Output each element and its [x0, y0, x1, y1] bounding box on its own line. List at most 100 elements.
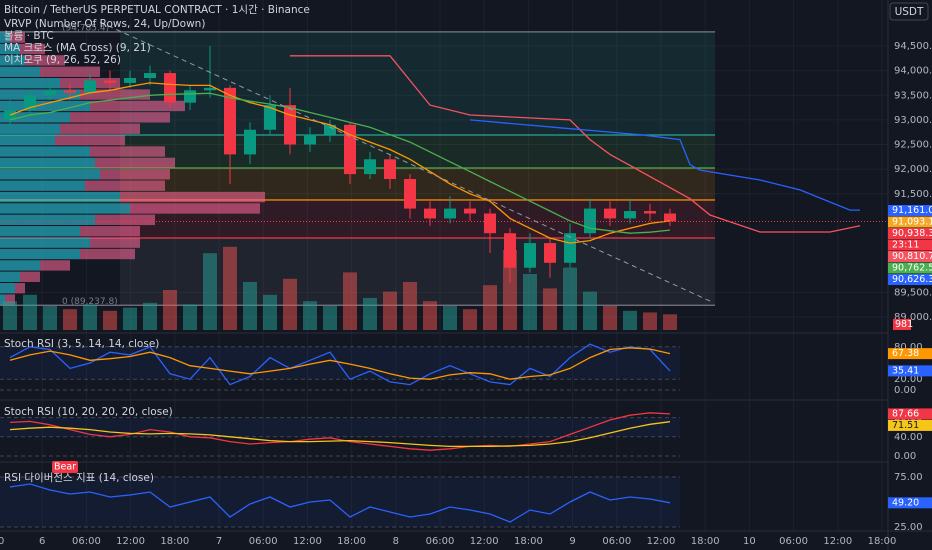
vrvp-down [130, 203, 260, 214]
candle-body [664, 213, 676, 222]
pane-title: Stoch RSI (3, 5, 14, 14, close) [4, 338, 159, 350]
vrvp-up [0, 237, 90, 248]
vrvp-down [15, 282, 25, 294]
candle-body [604, 208, 616, 219]
price-tag-bg [888, 274, 932, 286]
vrvp-down [80, 248, 135, 260]
candle-body [124, 78, 136, 83]
fib-label: 0 (89,237.8) [62, 297, 118, 307]
volume-bar [303, 301, 317, 330]
band [0, 417, 680, 437]
time-tick-label: 9 [569, 536, 575, 547]
candle-body [424, 208, 436, 219]
y-tick-label: 94,500.0 [894, 41, 932, 52]
band [0, 477, 680, 527]
candle-body [464, 208, 476, 214]
price-tag: 35.41 [892, 365, 919, 376]
time-tick-label: 18:00 [160, 536, 189, 547]
vrvp-up [0, 123, 60, 134]
trend-line [99, 21, 713, 303]
vrvp-up [0, 134, 55, 146]
price-tag-bg [888, 251, 932, 263]
price-tag-bg [888, 348, 932, 360]
time-tick-label: 18:00 [868, 536, 897, 547]
candle-body [284, 105, 296, 145]
price-tag: 90,626.3 [892, 274, 932, 285]
candle-body [404, 179, 416, 209]
y-tick-label: 89,000.0 [894, 312, 932, 323]
price-tag-bg [888, 365, 932, 377]
vrvp-up [0, 294, 5, 305]
time-tick-label: 12:00 [293, 536, 322, 547]
volume-bar [263, 294, 277, 330]
volume-bar [463, 309, 477, 330]
vrvp-down [20, 43, 45, 55]
candle-body [304, 134, 316, 145]
time-tick-label: 18:00 [691, 536, 720, 547]
price-tag: 90,762.5 [892, 263, 932, 274]
currency-box[interactable] [889, 2, 929, 21]
y-tick-label: 25.00 [894, 522, 923, 533]
volume-bar [43, 306, 57, 330]
vrvp-down [70, 112, 170, 123]
time-tick-label: 06:00 [602, 536, 631, 547]
fib-zone [120, 31, 715, 135]
time-tick-label: 12:00 [470, 536, 499, 547]
vrvp-down [85, 180, 165, 191]
candle-body [44, 90, 56, 96]
y-tick-label: 94,000.0 [894, 66, 932, 77]
vrvp-down [80, 226, 140, 237]
time-tick-label: 7 [216, 536, 222, 547]
volume-bar [403, 282, 417, 330]
candle-body [544, 243, 556, 263]
candle-body [364, 159, 376, 175]
y-tick-label: 80.00 [894, 342, 923, 353]
indicator-line [9, 421, 671, 448]
volume-bar [503, 250, 517, 330]
candle-body [344, 124, 356, 175]
volume-bar [443, 306, 457, 330]
y-tick-label: 0.00 [894, 451, 916, 462]
countdown: 23:11 [892, 240, 919, 251]
volume-bar [143, 302, 157, 330]
vrvp-down [80, 89, 150, 100]
vrvp-up [0, 89, 80, 100]
volume-bar [423, 301, 437, 330]
volume-bar [103, 310, 117, 330]
vrvp-down [10, 32, 25, 43]
vrvp-down [40, 66, 100, 77]
vrvp-up [0, 112, 70, 123]
candle-body [244, 129, 256, 155]
time-tick-label: 10 [743, 536, 756, 547]
candle-body [504, 233, 516, 268]
candle-body [324, 124, 336, 135]
volume-bar [83, 304, 97, 330]
indicator-line [9, 483, 671, 523]
candle-body [204, 87, 216, 91]
fib-zone [120, 238, 715, 306]
pane-title: Stoch RSI (10, 20, 20, 20, close) [4, 406, 173, 418]
volume-bar [203, 253, 217, 330]
candle-body [624, 211, 636, 219]
time-tick-label: 18:00 [514, 536, 543, 547]
candle-body [584, 208, 596, 234]
indicator-label: VRVP (Number Of Rows, 24, Up/Down) [4, 18, 205, 30]
volume-bar [663, 314, 677, 330]
vrvp-up [0, 248, 80, 260]
y-tick-label: 92,500.0 [894, 140, 932, 151]
vrvp-down [90, 237, 140, 248]
volume-bar [343, 272, 357, 330]
chart-title: Bitcoin / TetherUS PERPETUAL CONTRACT · … [4, 4, 310, 16]
ichimoku-span-b [469, 119, 860, 211]
indicator-line [9, 343, 671, 386]
volume-bar [363, 298, 377, 330]
candle-body [224, 87, 236, 155]
candle-body [264, 105, 276, 130]
volume-bar [283, 278, 297, 330]
price-tag: 91,093.1 [892, 217, 932, 228]
indicator-label: 볼륨 · BTC [4, 30, 54, 42]
time-tick-label: 6 [39, 536, 45, 547]
vrvp-up [0, 260, 40, 271]
price-tag: 67.38 [892, 348, 919, 359]
